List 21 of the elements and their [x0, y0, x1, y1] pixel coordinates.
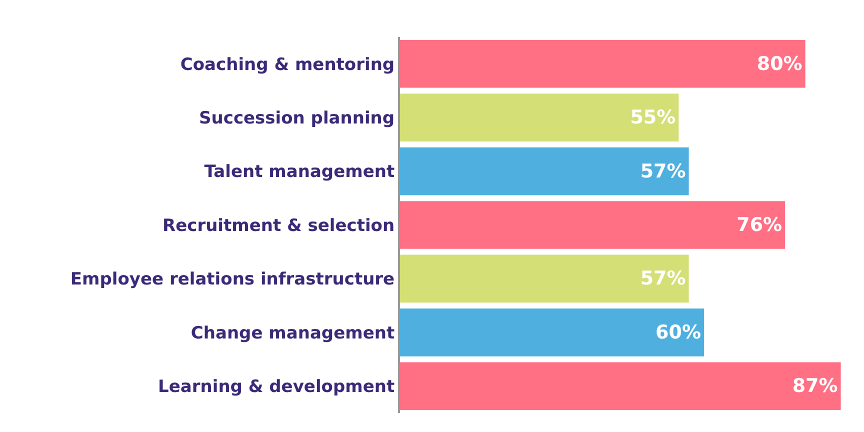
data-label: 80% — [756, 52, 802, 75]
data-label: 57% — [640, 160, 686, 182]
data-label: 76% — [736, 214, 782, 236]
bar — [400, 362, 841, 410]
data-label: 60% — [656, 321, 701, 344]
bar — [400, 147, 689, 196]
bar — [400, 308, 704, 356]
bar — [400, 201, 786, 249]
data-label: 57% — [640, 268, 686, 290]
y-tick-label: Talent management — [204, 162, 395, 182]
y-tick-label: Recruitment & selection — [162, 216, 395, 236]
y-tick-label: Succession planning — [199, 108, 395, 129]
bar — [400, 254, 689, 303]
y-tick-label: Employee relations infrastructure — [70, 270, 395, 290]
data-label: 87% — [792, 375, 838, 398]
y-tick-label: Change management — [190, 323, 395, 344]
y-tick-label: Learning & development — [158, 377, 395, 398]
y-tick-label: Coaching & mentoring — [180, 54, 395, 75]
bar — [400, 40, 806, 88]
bar — [400, 94, 679, 142]
data-label: 55% — [630, 106, 676, 129]
